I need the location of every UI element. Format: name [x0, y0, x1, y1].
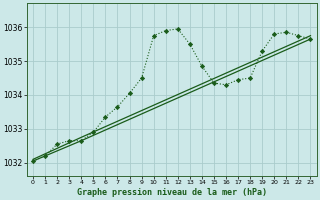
X-axis label: Graphe pression niveau de la mer (hPa): Graphe pression niveau de la mer (hPa): [77, 188, 267, 197]
